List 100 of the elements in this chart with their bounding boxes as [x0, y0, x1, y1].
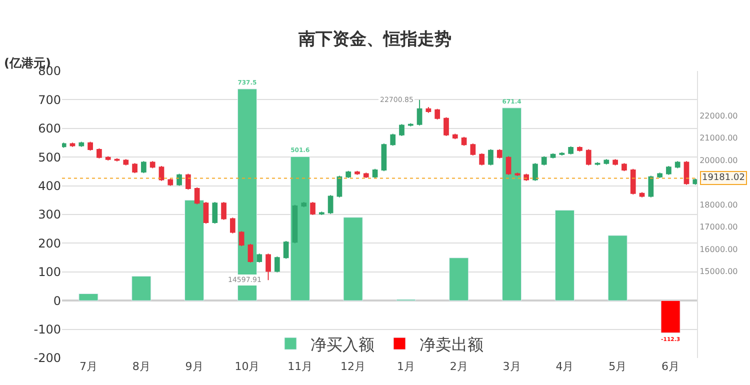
y-tick-label: 700: [38, 92, 61, 107]
candlestick: [266, 253, 271, 281]
bar: [502, 108, 522, 301]
candlestick: [479, 152, 485, 166]
y-tick-label: -100: [34, 322, 61, 336]
bar: [449, 258, 469, 301]
candlestick: [176, 173, 182, 186]
candlestick: [506, 156, 512, 176]
y-tick-label: 17000.00: [700, 222, 738, 232]
bar: [184, 200, 204, 301]
y-tick-label: -200: [34, 351, 61, 366]
candlestick: [399, 124, 404, 136]
candlestick: [96, 148, 102, 159]
x-tick-label: 8月: [132, 360, 150, 373]
candlestick: [105, 156, 111, 161]
candlestick: [318, 211, 324, 216]
x-tick-label: 7月: [79, 360, 98, 373]
x-tick-label: 2月: [450, 360, 468, 373]
candlestick: [123, 158, 129, 166]
x-tick-label: 9月: [185, 360, 204, 373]
candlestick: [292, 204, 298, 244]
candlestick: [168, 178, 174, 186]
candlestick: [470, 143, 476, 156]
candlestick: [496, 148, 502, 159]
x-tick-label: 10月: [234, 360, 260, 373]
bar: [290, 156, 310, 301]
candlestick: [568, 146, 574, 155]
candlestick: [612, 158, 618, 166]
x-tick-label: 6月: [662, 360, 680, 373]
candlestick: [666, 166, 672, 176]
y-tick-label: 20000.00: [700, 156, 738, 165]
candlestick: [158, 166, 164, 182]
candlestick: [62, 142, 66, 148]
candlestick: [452, 133, 458, 140]
candlestick: [639, 192, 645, 198]
candlestick: [630, 168, 636, 195]
candlestick: [283, 240, 289, 260]
y-tick-label: 500: [38, 150, 61, 164]
candlestick: [684, 160, 690, 186]
candlestick: [310, 202, 316, 216]
candlestick: [346, 170, 352, 179]
candlestick: [150, 160, 156, 169]
ref-line-label: 19181.02: [702, 173, 745, 183]
legend-label: 净买入额: [310, 334, 374, 354]
candlestick: [141, 160, 146, 174]
candlestick: [274, 256, 280, 273]
bar: [132, 276, 152, 301]
x-tick-label: 5月: [608, 360, 627, 373]
bar: [660, 300, 680, 334]
candlestick: [577, 146, 582, 152]
candlestick: [78, 141, 84, 148]
legend-label: 净卖出额: [420, 334, 484, 354]
candlestick: [336, 175, 342, 198]
y-tick-label: 600: [38, 122, 61, 136]
candlestick: [559, 152, 565, 156]
candlestick: [390, 133, 396, 146]
x-tick-label: 3月: [502, 360, 521, 373]
x-tick-label: 11月: [288, 360, 313, 373]
candlestick: [488, 148, 494, 166]
x-tick-label: 4月: [556, 360, 574, 373]
bar: [343, 217, 363, 301]
x-tick-label: 12月: [340, 360, 366, 373]
candlestick: [221, 202, 226, 220]
candlestick: [586, 148, 592, 166]
y-tick-label: 400: [38, 179, 61, 193]
candlestick: [203, 202, 209, 224]
y-tick-label: 300: [38, 208, 61, 222]
y-tick-label: 100: [38, 265, 61, 280]
candlestick: [444, 116, 449, 136]
bar: [554, 210, 574, 301]
candlestick: [194, 186, 200, 205]
y-tick-label: 21000.00: [700, 134, 738, 143]
candlestick: [88, 141, 93, 152]
candlestick: [550, 152, 556, 159]
candlestick: [622, 162, 627, 172]
candlestick: [354, 170, 360, 176]
y-tick-label: 15000.00: [700, 267, 738, 276]
candlestick: [212, 202, 218, 224]
y-tick-label: 18000.00: [700, 200, 738, 210]
candlestick: [381, 143, 387, 172]
candlestick: [372, 168, 378, 179]
bar: [608, 235, 628, 301]
candlestick: [70, 142, 76, 148]
candlestick: [230, 217, 236, 234]
y-tick-label: 22000.00: [700, 111, 738, 120]
candlestick: [648, 175, 654, 198]
y-tick-label: 200: [38, 236, 61, 250]
candlestick: [416, 99, 422, 126]
candlestick: [461, 136, 467, 146]
candlestick: [541, 156, 547, 166]
candlestick: [256, 253, 262, 264]
candlestick: [186, 173, 191, 190]
candlestick: [692, 178, 697, 186]
x-tick-label: 1月: [396, 360, 415, 373]
candlestick: [248, 243, 254, 264]
candlestick: [132, 162, 138, 174]
chart-title: 南下资金、恒指走势: [298, 29, 452, 50]
bar: [78, 293, 98, 301]
candlestick: [238, 230, 244, 247]
candlestick: [604, 158, 610, 165]
